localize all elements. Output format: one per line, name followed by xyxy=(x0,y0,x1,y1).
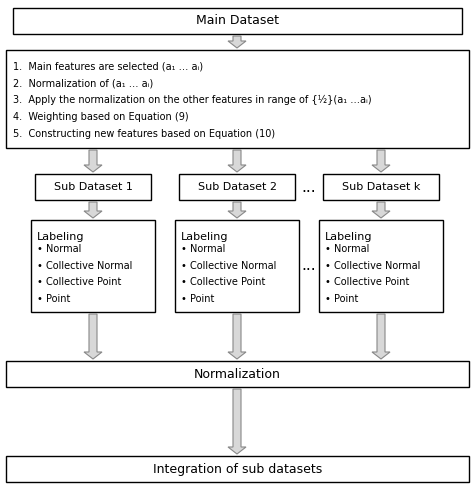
Polygon shape xyxy=(372,202,390,218)
Text: ...: ... xyxy=(302,180,316,194)
Polygon shape xyxy=(84,150,102,172)
Polygon shape xyxy=(228,314,246,359)
Polygon shape xyxy=(84,314,102,359)
Text: Labeling: Labeling xyxy=(181,232,228,241)
Text: Integration of sub datasets: Integration of sub datasets xyxy=(153,462,322,475)
Polygon shape xyxy=(228,36,246,48)
Bar xyxy=(35,174,151,200)
Text: • Normal: • Normal xyxy=(325,244,370,254)
Bar xyxy=(6,50,469,148)
Text: 2.  Normalization of (a₁ … aᵢ): 2. Normalization of (a₁ … aᵢ) xyxy=(13,78,153,88)
Bar xyxy=(179,174,295,200)
Bar xyxy=(319,220,443,312)
Polygon shape xyxy=(372,314,390,359)
Text: Main Dataset: Main Dataset xyxy=(196,14,279,28)
Text: 1.  Main features are selected (a₁ … aᵢ): 1. Main features are selected (a₁ … aᵢ) xyxy=(13,62,203,72)
Polygon shape xyxy=(228,202,246,218)
Polygon shape xyxy=(372,150,390,172)
Text: Sub Dataset k: Sub Dataset k xyxy=(342,182,420,192)
Text: • Point: • Point xyxy=(37,294,70,304)
Text: • Point: • Point xyxy=(325,294,358,304)
Text: • Normal: • Normal xyxy=(181,244,225,254)
Text: • Collective Point: • Collective Point xyxy=(325,278,409,287)
Bar xyxy=(31,220,155,312)
Text: • Point: • Point xyxy=(181,294,214,304)
Text: • Normal: • Normal xyxy=(37,244,81,254)
Text: Labeling: Labeling xyxy=(325,232,372,241)
Text: • Collective Point: • Collective Point xyxy=(37,278,122,287)
Bar xyxy=(323,174,439,200)
Polygon shape xyxy=(228,389,246,454)
Text: ...: ... xyxy=(302,258,316,274)
Bar xyxy=(6,456,469,482)
Text: 3.  Apply the normalization on the other features in range of {½}(a₁ …aᵢ): 3. Apply the normalization on the other … xyxy=(13,95,371,105)
Text: 5.  Constructing new features based on Equation (10): 5. Constructing new features based on Eq… xyxy=(13,128,275,138)
Bar xyxy=(6,361,469,387)
Text: Labeling: Labeling xyxy=(37,232,85,241)
Text: • Collective Normal: • Collective Normal xyxy=(37,260,133,270)
Polygon shape xyxy=(228,150,246,172)
Text: Sub Dataset 1: Sub Dataset 1 xyxy=(54,182,133,192)
Text: Sub Dataset 2: Sub Dataset 2 xyxy=(198,182,276,192)
Text: 4.  Weighting based on Equation (9): 4. Weighting based on Equation (9) xyxy=(13,112,189,122)
Text: Normalization: Normalization xyxy=(194,368,281,380)
Bar xyxy=(175,220,299,312)
Bar xyxy=(13,8,462,34)
Text: • Collective Normal: • Collective Normal xyxy=(325,260,420,270)
Polygon shape xyxy=(84,202,102,218)
Text: • Collective Point: • Collective Point xyxy=(181,278,266,287)
Text: • Collective Normal: • Collective Normal xyxy=(181,260,276,270)
